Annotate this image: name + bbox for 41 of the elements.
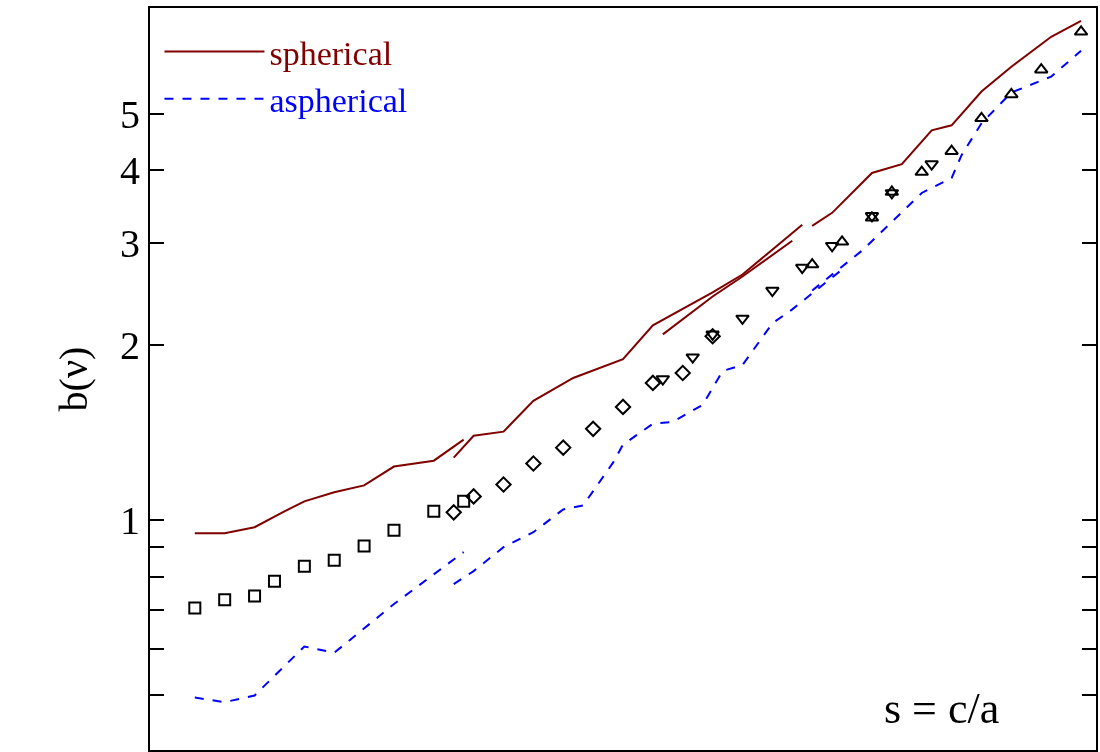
- y-tick-label: 3: [120, 220, 140, 266]
- line-series: [661, 239, 794, 336]
- point: [525, 455, 542, 472]
- point: [705, 330, 720, 341]
- y-axis-title: b(ν): [51, 346, 96, 412]
- line-series: [193, 438, 465, 535]
- point: [794, 263, 810, 275]
- point: [387, 523, 401, 537]
- point: [674, 364, 691, 382]
- point: [297, 559, 311, 573]
- point: [974, 111, 989, 123]
- point: [614, 398, 632, 416]
- y-tick-label: 1: [120, 498, 140, 544]
- point: [1004, 87, 1019, 99]
- legend-label: spherical: [269, 34, 393, 72]
- point: [327, 553, 341, 567]
- point: [555, 439, 572, 456]
- point: [427, 504, 441, 518]
- line-series: [193, 551, 465, 704]
- point: [765, 286, 780, 298]
- line-series: [452, 223, 804, 459]
- point: [584, 420, 602, 437]
- point: [188, 601, 202, 615]
- point: [248, 589, 262, 603]
- point: [465, 488, 482, 505]
- point: [644, 374, 662, 392]
- legend-label: aspherical: [269, 81, 408, 119]
- y-tick-label: 2: [120, 323, 140, 369]
- annotation: s = c/a: [884, 684, 1000, 733]
- point: [704, 328, 721, 345]
- point: [735, 314, 750, 325]
- point: [218, 593, 232, 607]
- point: [267, 574, 281, 588]
- point: [457, 494, 471, 508]
- y-tick-label: 5: [120, 91, 140, 137]
- y-tick-label: 4: [120, 147, 140, 193]
- point: [944, 144, 959, 155]
- point: [357, 539, 371, 553]
- point: [445, 504, 462, 521]
- line-series: [811, 19, 1083, 227]
- point: [495, 476, 512, 493]
